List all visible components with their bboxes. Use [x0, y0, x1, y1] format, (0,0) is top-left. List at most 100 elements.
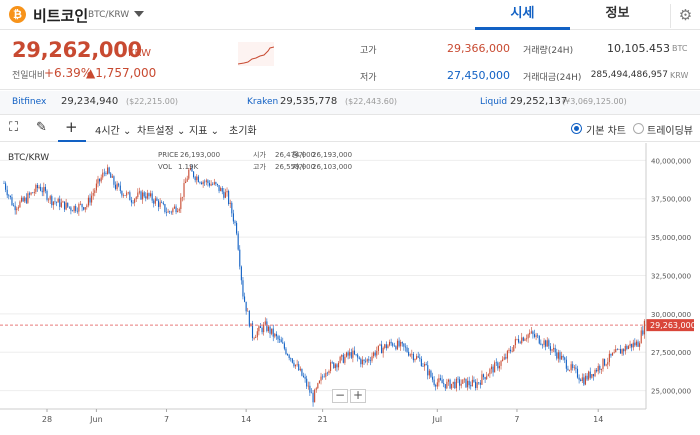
candle-body — [199, 182, 201, 183]
x-tick-label: 28 — [42, 415, 52, 424]
candle-body — [600, 368, 602, 370]
candle-body — [553, 347, 555, 350]
current-price: 29,262,000 — [12, 38, 142, 62]
candle-body — [65, 202, 67, 210]
candle-body — [41, 190, 43, 193]
candle-body — [261, 327, 263, 333]
candle-body — [639, 343, 641, 347]
exchange-sub-price: ($22,443.60) — [345, 97, 398, 106]
bitcoin-icon: ₿ — [9, 6, 26, 23]
coin-name[interactable]: 비트코인 — [33, 7, 89, 25]
basic-chart-radio[interactable] — [571, 123, 582, 134]
candle-body — [218, 185, 220, 192]
chevron-down-icon[interactable] — [134, 11, 144, 17]
x-tick-label: 14 — [241, 415, 251, 424]
candle-body — [89, 197, 91, 203]
candle-body — [596, 369, 598, 372]
zoom-in-button[interactable]: + — [350, 389, 366, 403]
candle-body — [283, 343, 285, 349]
tradingview-radio[interactable] — [633, 123, 644, 134]
candle-body — [424, 364, 426, 367]
candle-body — [3, 183, 5, 184]
candle-body — [210, 184, 212, 186]
amount-value: 285,494,486,957 — [590, 70, 668, 80]
candle-body — [124, 195, 126, 196]
indicators-menu[interactable]: 지표 ⌄ — [189, 126, 219, 137]
candle-body — [554, 347, 556, 353]
candle-body — [393, 345, 395, 347]
candle-body — [486, 376, 488, 380]
candle-body — [414, 359, 416, 361]
candle-body — [468, 380, 470, 386]
candle-body — [613, 352, 615, 354]
candle-body — [76, 210, 78, 212]
candle-body — [546, 340, 548, 347]
candle-body — [153, 200, 155, 204]
candle-body — [146, 193, 148, 199]
candle-body — [216, 183, 219, 186]
candle-body — [259, 326, 262, 328]
candle-body — [186, 178, 188, 182]
zoom-out-button[interactable]: − — [332, 389, 348, 403]
low-label: 저가 — [360, 73, 377, 83]
candle-body — [14, 205, 16, 211]
candle-body — [589, 371, 591, 378]
exchange-name[interactable]: Bitfinex — [12, 97, 47, 107]
candle-body — [92, 192, 94, 196]
candle-body — [556, 352, 558, 359]
candle-body — [116, 183, 118, 190]
candle-body — [451, 383, 453, 389]
x-tick-label: 7 — [514, 415, 519, 424]
candle-body — [169, 211, 171, 212]
exchange-price: 29,535,778 — [280, 96, 338, 107]
reset-button[interactable]: 초기화 — [229, 126, 257, 137]
candle-body — [482, 374, 485, 378]
candle-body — [285, 348, 287, 354]
candle-body — [150, 193, 152, 197]
exchange-name[interactable]: Kraken — [247, 97, 279, 107]
candle-body — [435, 384, 437, 387]
candlestick-series — [3, 164, 645, 407]
candle-body — [538, 335, 540, 344]
candle-body — [326, 372, 328, 374]
candle-body — [40, 186, 42, 191]
candle-body — [388, 341, 391, 346]
candle-body — [28, 193, 31, 195]
tab-market[interactable]: 시세 — [475, 0, 570, 30]
tab-info[interactable]: 정보 — [605, 6, 630, 21]
candle-body — [525, 338, 528, 340]
chart-settings-menu[interactable]: 차트설정 ⌄ — [137, 126, 186, 137]
tradingview-label[interactable]: 트레이딩뷰 — [647, 126, 693, 137]
candle-body — [611, 353, 614, 356]
candle-body — [264, 321, 266, 325]
candle-body — [110, 173, 112, 178]
candle-body — [567, 368, 569, 371]
candle-body — [573, 367, 575, 369]
candle-body — [70, 207, 72, 211]
candle-body — [527, 334, 529, 339]
candle-body — [175, 206, 177, 213]
ohlc-open-label: 시가 — [253, 150, 266, 159]
candle-body — [94, 190, 96, 193]
gear-icon[interactable]: ⚙ — [670, 4, 700, 28]
candle-body — [314, 389, 316, 403]
candle-body — [562, 355, 564, 358]
candle-body — [108, 167, 110, 174]
exchange-name[interactable]: Liquid — [480, 97, 508, 107]
pencil-icon[interactable]: ✎ — [36, 120, 47, 135]
fullscreen-icon[interactable]: ⛶ — [9, 120, 19, 135]
basic-chart-label[interactable]: 기본 차트 — [586, 126, 626, 137]
interval-select[interactable]: 4시간 ⌄ — [95, 126, 132, 137]
candle-body — [118, 183, 120, 186]
candle-body — [355, 354, 357, 355]
crosshair-icon[interactable]: + — [65, 118, 78, 136]
ohlc-low-label: 저가 — [292, 162, 305, 171]
candle-body — [91, 195, 93, 203]
candle-body — [100, 177, 102, 182]
price-chart[interactable]: 29,263,000 40,000,000 37,500,000 35,000,00… — [0, 143, 700, 435]
candle-body — [157, 200, 160, 207]
mini-chart — [238, 42, 274, 66]
candle-body — [306, 378, 308, 387]
price-summary: 29,262,000 KRW 전일대비 +6.39% ▲1,757,000 고가… — [0, 30, 700, 90]
change-label: 전일대비 — [12, 71, 46, 81]
